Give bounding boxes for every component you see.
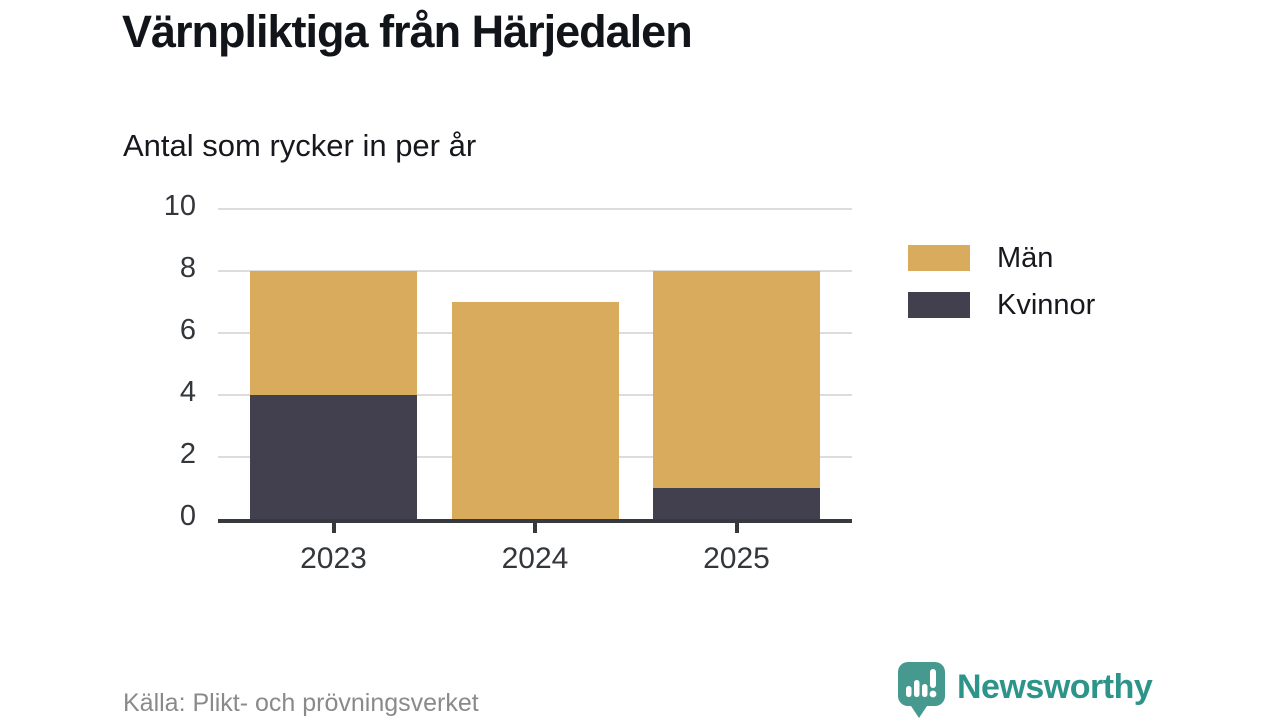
y-axis-tick-label: 8 [179, 252, 196, 284]
bar-segment-män-2023 [250, 271, 417, 395]
bar-segment-män-2024 [451, 302, 619, 519]
x-axis-tick-mark [734, 523, 739, 533]
bar-segment-kvinnor-2025 [653, 488, 820, 519]
y-axis-tick-label: 4 [179, 376, 196, 408]
chart-legend: Män Kvinnor [908, 242, 1095, 339]
legend-item-män: Män [908, 242, 1095, 274]
legend-swatch-män [908, 245, 970, 271]
gridline-y8 [218, 270, 852, 272]
legend-swatch-kvinnor [908, 292, 970, 318]
newsworthy-wordmark: Newsworthy [957, 668, 1153, 706]
legend-label: Kvinnor [997, 288, 1096, 321]
gridline-y10 [218, 208, 852, 210]
y-axis-tick-label: 6 [179, 314, 196, 346]
x-axis-tick-label-2023: 2023 [300, 542, 367, 575]
newsworthy-logo: Newsworthy [897, 661, 1153, 719]
legend-label: Män [997, 241, 1054, 274]
x-axis-tick-mark [331, 523, 336, 533]
x-axis-tick-label-2025: 2025 [703, 542, 770, 575]
y-axis-tick-label: 10 [163, 190, 196, 222]
y-axis-tick-label: 0 [179, 500, 196, 532]
chart-subtitle: Antal som rycker in per år [123, 128, 477, 163]
legend-item-kvinnor: Kvinnor [908, 289, 1095, 321]
bar-segment-män-2025 [653, 271, 820, 488]
page-title: Värnpliktiga från Härjedalen [122, 6, 693, 57]
source-note: Källa: Plikt- och prövningsverket [123, 689, 479, 717]
y-axis-tick-label: 2 [179, 438, 196, 470]
x-axis-line [218, 519, 852, 523]
bar-segment-kvinnor-2023 [250, 395, 417, 519]
x-axis-tick-mark [533, 523, 537, 533]
x-axis-tick-label-2024: 2024 [501, 542, 569, 575]
newsworthy-icon [898, 662, 945, 718]
